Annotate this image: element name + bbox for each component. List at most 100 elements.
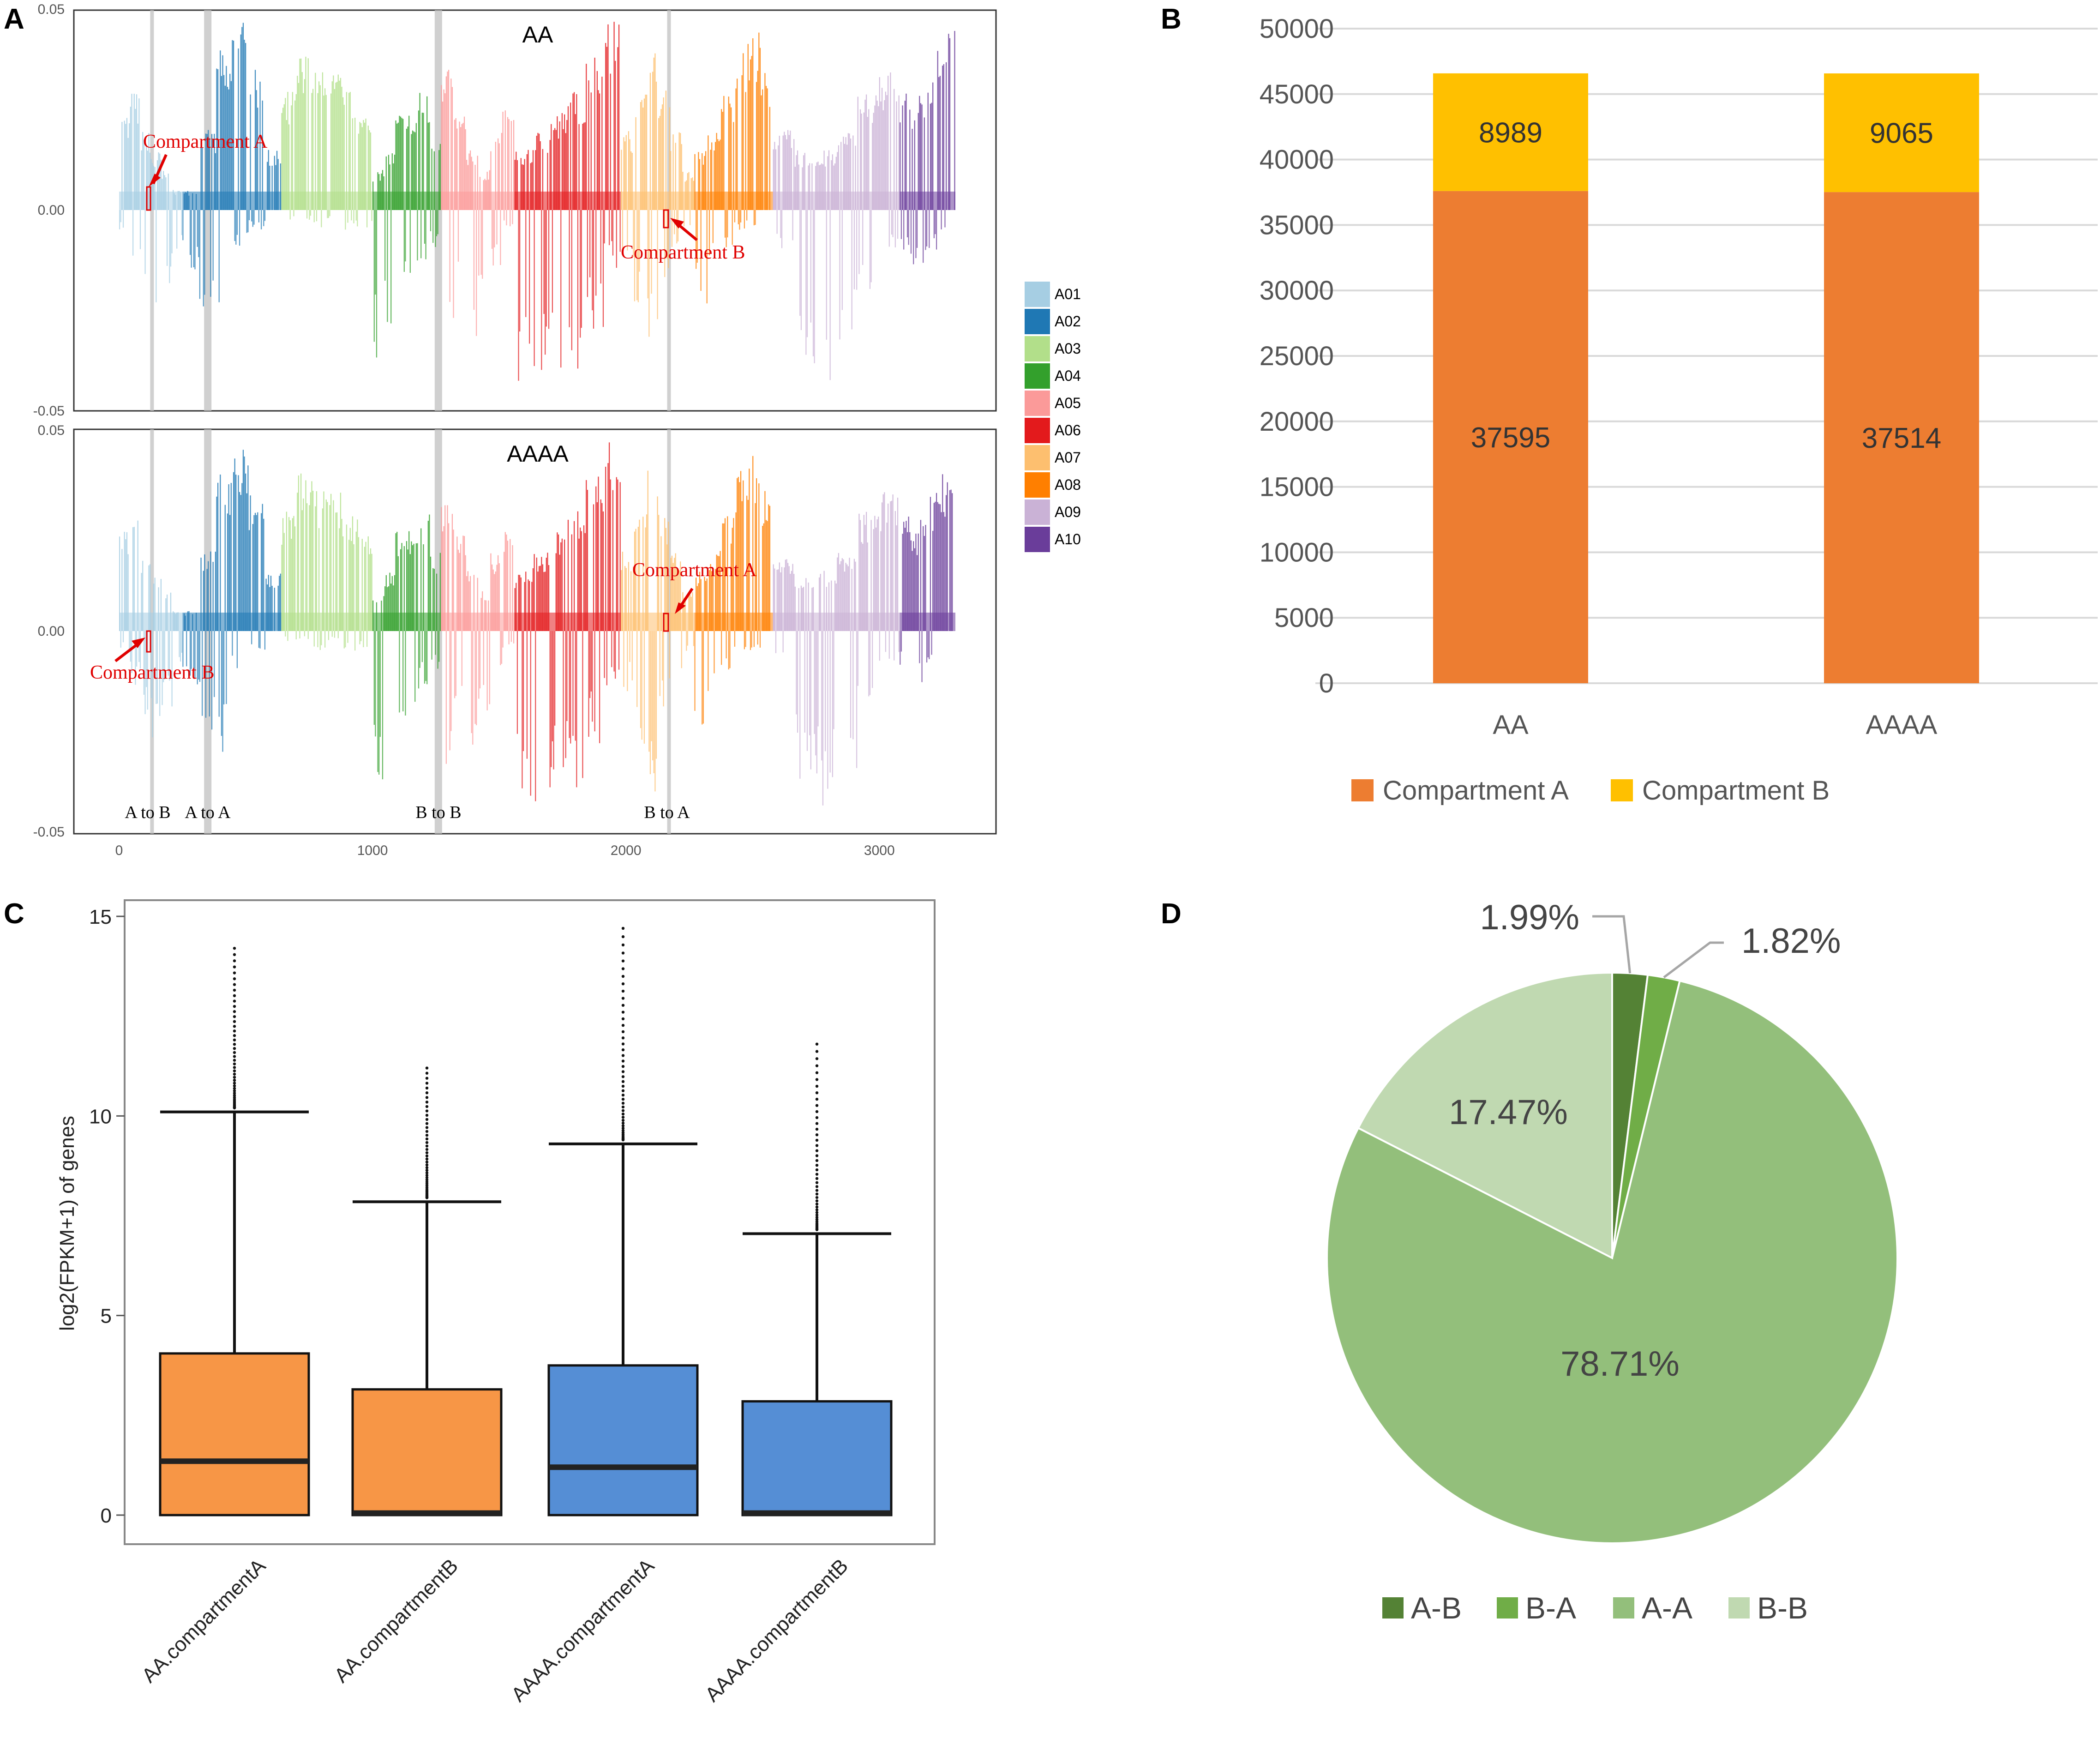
outlier-point — [621, 1112, 625, 1116]
eigen-bar — [496, 210, 498, 245]
eigen-bar — [322, 508, 324, 631]
eigen-bar — [918, 113, 919, 210]
outlier-point — [621, 1119, 625, 1122]
legend-label: A09 — [1055, 504, 1081, 520]
eigen-bar — [622, 552, 624, 631]
eigen-bar — [406, 128, 408, 210]
box — [741, 1400, 893, 1516]
eigen-bar — [914, 548, 915, 631]
eigen-bar — [141, 150, 142, 210]
eigen-bar — [370, 132, 372, 210]
eigen-bar — [210, 551, 211, 631]
eigen-bar — [424, 631, 426, 684]
outlier-point — [621, 1004, 625, 1007]
eigen-bar — [122, 631, 124, 643]
legend-label: A07 — [1055, 449, 1081, 466]
eigen-bar — [217, 482, 219, 631]
transition-label: B to A — [644, 803, 690, 822]
eigen-bar — [358, 133, 360, 210]
eigen-bar — [753, 631, 755, 647]
eigen-bar — [868, 631, 870, 697]
outlier-point — [621, 967, 625, 970]
highlight-band — [204, 429, 212, 834]
eigen-bar — [737, 478, 738, 631]
eigen-bar — [277, 159, 279, 210]
eigen-bar — [212, 210, 214, 281]
eigen-bar — [563, 631, 564, 767]
eigen-bar — [829, 210, 831, 380]
eigen-bar — [774, 142, 775, 210]
leader-line — [1592, 915, 1632, 974]
eigen-bar — [645, 527, 646, 631]
x-tick-label: AA.compartmentB — [330, 1554, 462, 1687]
eigen-bar — [327, 210, 328, 218]
eigen-bar — [669, 631, 670, 679]
eigen-bar — [238, 48, 239, 210]
eigen-bar — [566, 631, 568, 721]
eigen-bar — [616, 477, 617, 631]
eigen-bar — [861, 542, 862, 631]
annotation-label: Compartment A — [632, 560, 757, 581]
eigen-bar — [646, 514, 648, 631]
eigen-bar — [203, 571, 204, 631]
eigen-bar — [730, 107, 732, 210]
eigen-bar — [168, 631, 169, 676]
eigen-bar — [571, 210, 572, 350]
eigen-bar — [147, 150, 148, 210]
eigen-bar — [271, 585, 273, 631]
eigen-bar — [342, 536, 344, 631]
panel-a-letter: A — [4, 3, 24, 35]
outlier-point — [621, 1126, 625, 1130]
eigen-bar — [896, 525, 897, 631]
eigen-bar — [432, 210, 434, 243]
eigen-bar — [462, 123, 464, 210]
eigen-bar — [384, 210, 386, 281]
eigen-bar — [786, 139, 787, 210]
eigen-bar — [345, 210, 346, 230]
eigen-bar — [902, 105, 903, 210]
eigen-bar — [504, 110, 506, 210]
eigen-bar — [885, 91, 887, 210]
eigen-bar — [146, 145, 147, 210]
eigen-bar — [264, 631, 266, 650]
eigen-bar — [121, 549, 123, 631]
eigen-bar — [838, 553, 840, 631]
eigen-bar — [138, 98, 140, 210]
eigen-bar — [495, 142, 497, 210]
eigen-bar — [778, 145, 779, 210]
eigen-bar — [379, 631, 381, 737]
eigen-bar — [217, 69, 219, 210]
eigen-bar — [942, 474, 943, 631]
eigen-bar — [299, 631, 300, 639]
eigen-bar — [474, 631, 476, 724]
eigen-bar — [247, 465, 249, 631]
eigen-bar — [250, 94, 251, 210]
outlier-point — [815, 1071, 819, 1074]
eigen-bar — [588, 80, 589, 211]
eigen-bar — [390, 584, 392, 631]
eigen-bar — [444, 505, 446, 631]
eigen-bar — [297, 76, 298, 210]
outlier-point — [233, 1038, 236, 1042]
outlier-point — [621, 1105, 625, 1109]
eigen-bar — [660, 109, 662, 210]
legend-swatch — [1025, 472, 1050, 498]
eigen-bar — [139, 631, 141, 669]
eigen-bar — [262, 100, 263, 210]
eigen-bar — [540, 141, 541, 210]
eigen-bar — [876, 101, 878, 210]
eigen-bar — [566, 120, 568, 210]
eigen-band — [514, 192, 621, 210]
eigen-bar — [367, 536, 369, 631]
eigen-bar — [636, 210, 638, 301]
eigen-bar — [629, 631, 630, 662]
transition-label: B to B — [415, 803, 461, 822]
eigen-bar — [630, 571, 632, 631]
highlight-band — [434, 10, 442, 411]
eigen-band — [621, 192, 695, 210]
eigen-bar — [261, 210, 262, 229]
eigen-bar — [702, 164, 704, 210]
eigen-bar — [942, 66, 943, 210]
eigen-bar — [553, 631, 554, 770]
eigen-bar — [906, 210, 908, 238]
